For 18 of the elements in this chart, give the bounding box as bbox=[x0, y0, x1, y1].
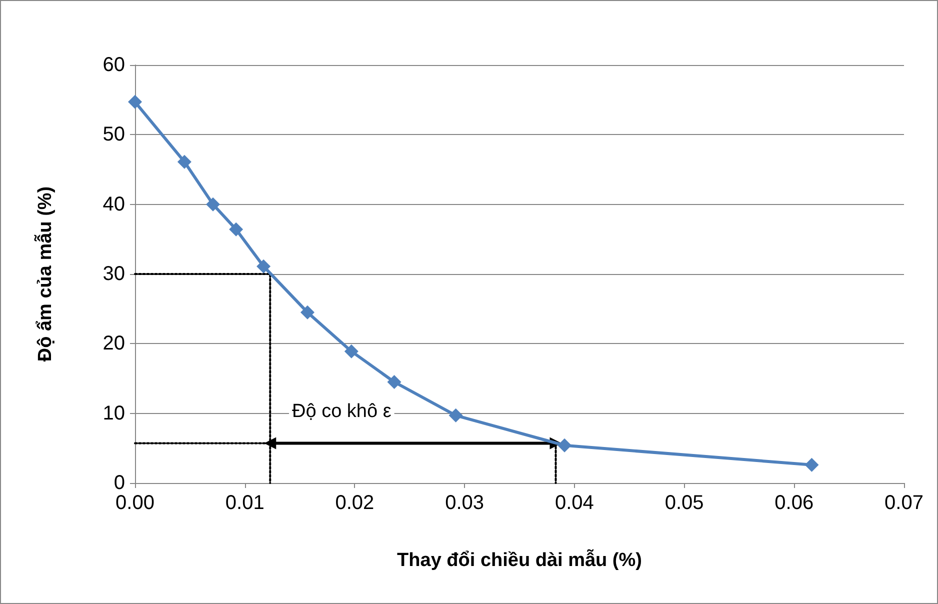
x-tick-label: 0.07 bbox=[884, 492, 924, 514]
x-tick-label: 0.00 bbox=[116, 492, 154, 514]
x-tick-label: 0.02 bbox=[335, 492, 374, 514]
x-tick-label: 0.06 bbox=[774, 492, 814, 514]
y-tick-label: 60 bbox=[102, 54, 125, 76]
x-tick-label: 0.01 bbox=[225, 492, 264, 514]
x-tick-label: 0.05 bbox=[664, 492, 704, 514]
y-tick-label: 50 bbox=[102, 124, 125, 146]
annotation: Độ co khô ε bbox=[292, 401, 392, 422]
y-tick-label: 0 bbox=[114, 472, 125, 494]
y-axis-title: Độ ẩm của mẫu (%) bbox=[34, 186, 56, 362]
x-tick-label: 0.03 bbox=[445, 492, 484, 514]
y-tick-label: 40 bbox=[102, 193, 125, 216]
y-tick-label: 20 bbox=[102, 332, 125, 355]
y-tick-label: 30 bbox=[102, 263, 125, 285]
x-tick-label: 0.04 bbox=[554, 492, 594, 514]
y-tick-label: 10 bbox=[102, 402, 125, 424]
x-axis-title: Thay đổi chiều dài mẫu (%) bbox=[397, 549, 642, 571]
